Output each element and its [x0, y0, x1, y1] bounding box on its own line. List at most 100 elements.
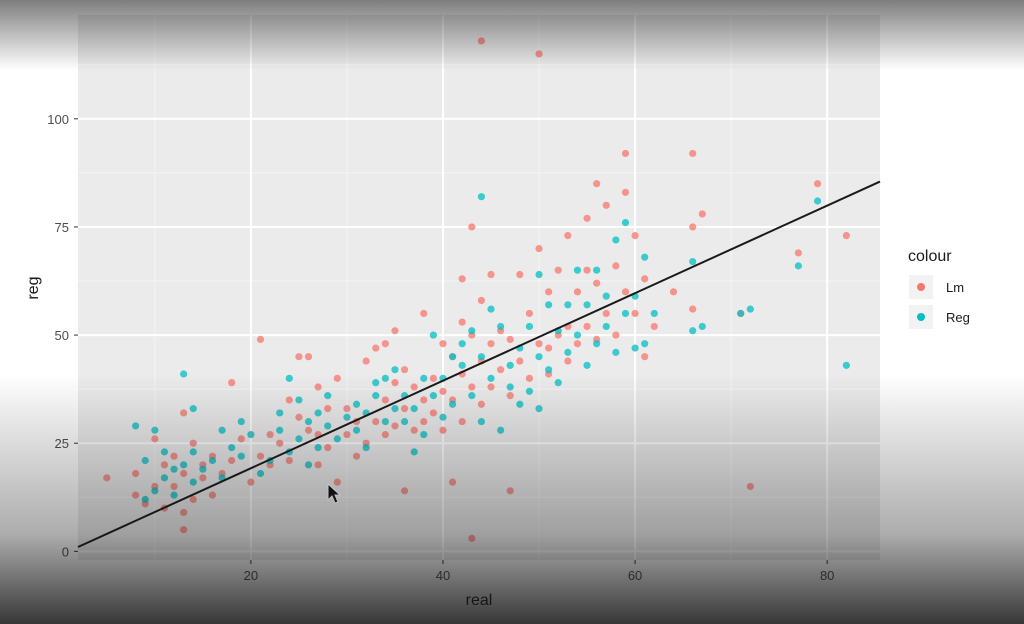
point-reg: [621, 309, 630, 318]
x-tick-label: 20: [244, 568, 258, 583]
point-lm: [256, 452, 265, 460]
point-lm: [525, 309, 534, 318]
point-lm: [487, 383, 495, 391]
point-reg: [448, 400, 457, 408]
point-reg: [295, 435, 303, 443]
point-lm: [669, 288, 678, 296]
point-lm: [593, 180, 601, 188]
point-lm: [468, 223, 476, 231]
point-lm: [410, 426, 418, 434]
point-lm: [285, 456, 293, 465]
point-reg: [333, 435, 341, 443]
point-lm: [439, 426, 447, 434]
legend-dot-reg: [917, 313, 925, 321]
point-lm: [506, 392, 514, 400]
point-reg: [573, 331, 582, 339]
point-lm: [525, 374, 534, 382]
point-lm: [391, 422, 399, 430]
point-lm: [381, 430, 389, 439]
point-lm: [535, 50, 543, 58]
point-reg: [343, 413, 351, 421]
point-lm: [180, 469, 188, 478]
point-reg: [564, 301, 572, 309]
point-reg: [737, 309, 745, 318]
point-lm: [295, 353, 303, 361]
point-lm: [314, 461, 322, 469]
point-reg: [612, 236, 620, 244]
point-lm: [631, 309, 639, 318]
point-lm: [180, 508, 188, 517]
point-lm: [487, 270, 495, 279]
point-reg: [621, 219, 630, 227]
point-reg: [160, 448, 169, 456]
point-reg: [276, 426, 284, 434]
point-reg: [170, 465, 178, 473]
point-reg: [420, 430, 428, 439]
point-lm: [468, 383, 476, 391]
point-lm: [352, 452, 361, 460]
point-lm: [228, 379, 236, 387]
point-lm: [237, 435, 245, 443]
point-reg: [506, 361, 514, 369]
point-lm: [247, 478, 255, 486]
point-reg: [362, 443, 370, 452]
point-lm: [689, 305, 697, 313]
point-reg: [641, 253, 649, 261]
point-reg: [506, 383, 514, 391]
point-lm: [439, 387, 447, 395]
point-reg: [602, 292, 610, 300]
point-lm: [324, 443, 332, 452]
y-tick-label: 25: [55, 436, 69, 451]
point-reg: [842, 361, 850, 369]
point-reg: [813, 197, 822, 205]
point-reg: [160, 474, 169, 482]
point-lm: [400, 487, 409, 495]
point-reg: [189, 448, 197, 456]
point-reg: [352, 426, 361, 434]
x-tick-label: 60: [628, 568, 642, 583]
point-lm: [304, 353, 313, 361]
point-reg: [352, 400, 361, 408]
point-lm: [458, 417, 466, 426]
point-lm: [180, 526, 188, 534]
point-lm: [621, 149, 630, 158]
point-reg: [477, 353, 486, 361]
point-lm: [151, 435, 159, 443]
point-reg: [746, 305, 754, 313]
y-tick-label: 75: [55, 220, 69, 235]
point-reg: [151, 426, 159, 434]
point-lm: [381, 340, 389, 348]
point-reg: [314, 409, 322, 417]
point-lm: [554, 266, 562, 274]
point-reg: [593, 340, 601, 348]
point-reg: [237, 417, 245, 426]
point-lm: [535, 340, 543, 348]
point-reg: [324, 422, 332, 430]
point-reg: [583, 301, 591, 309]
point-reg: [545, 301, 553, 309]
point-reg: [372, 392, 380, 400]
point-lm: [381, 396, 389, 404]
point-lm: [641, 353, 649, 361]
point-lm: [343, 405, 351, 413]
point-reg: [525, 322, 534, 331]
point-reg: [487, 305, 495, 313]
point-reg: [189, 405, 197, 413]
point-lm: [583, 266, 591, 274]
legend: colour Lm Reg: [908, 248, 970, 329]
point-lm: [545, 344, 553, 352]
point-lm: [132, 491, 140, 499]
point-lm: [410, 383, 418, 391]
point-reg: [573, 266, 582, 274]
point-lm: [506, 487, 514, 495]
point-lm: [372, 417, 380, 426]
point-reg: [525, 387, 534, 395]
point-reg: [180, 461, 188, 469]
point-reg: [641, 340, 649, 348]
y-tick-label: 100: [47, 112, 69, 127]
point-lm: [439, 340, 447, 348]
point-reg: [458, 340, 466, 348]
point-reg: [497, 322, 505, 331]
point-lm: [420, 309, 428, 318]
x-tick-label: 80: [820, 568, 834, 583]
